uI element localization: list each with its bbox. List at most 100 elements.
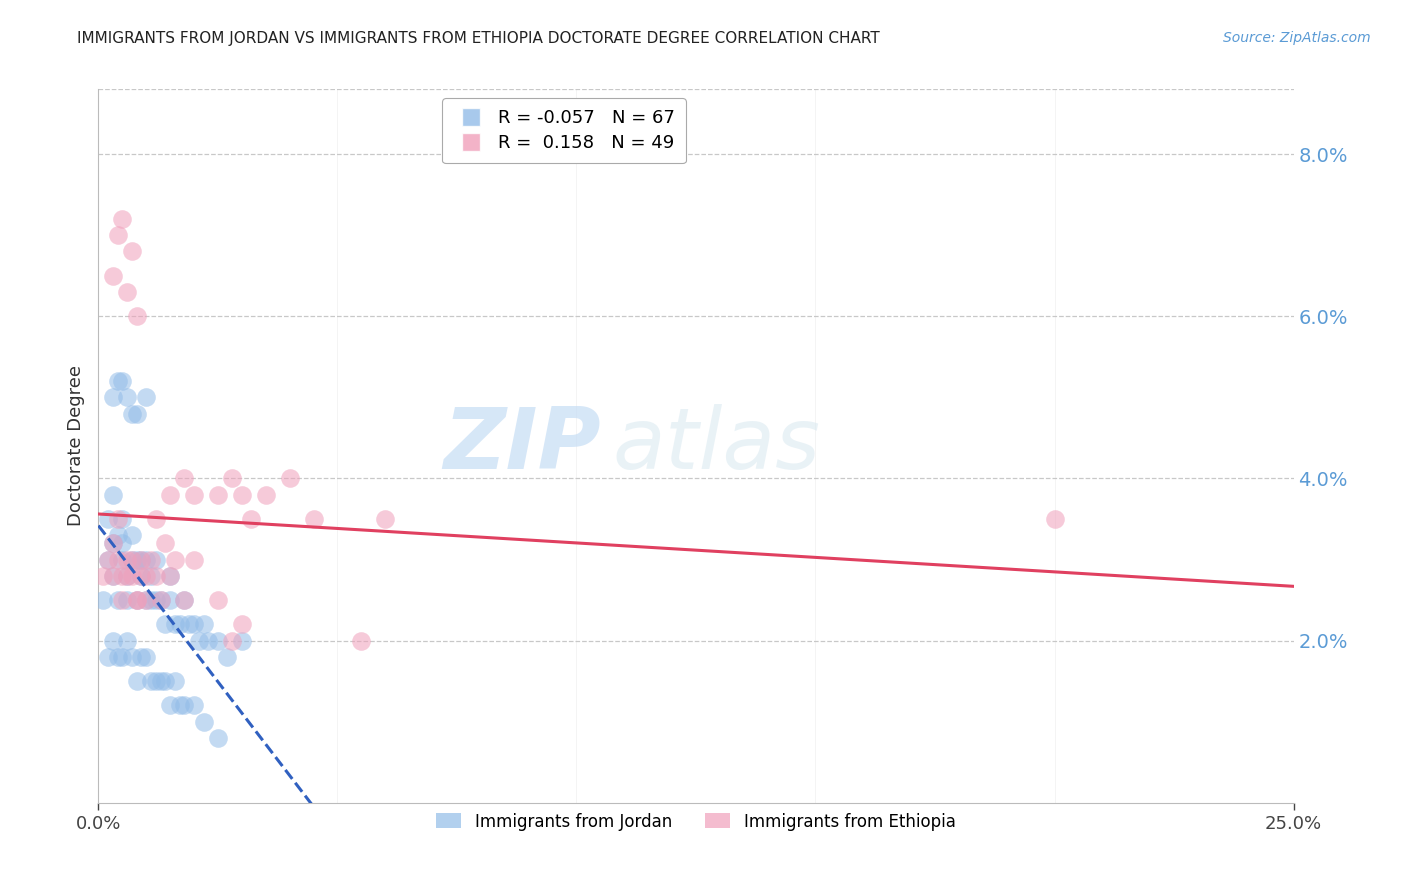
Point: [278, 471, 301, 485]
Point: [121, 552, 143, 566]
Point: [231, 617, 253, 632]
Point: [115, 568, 138, 582]
Point: [107, 512, 129, 526]
Point: [149, 593, 172, 607]
Text: atlas: atlas: [613, 404, 820, 488]
Point: [101, 568, 124, 582]
Point: [1043, 512, 1066, 526]
Point: [97, 552, 120, 566]
Point: [155, 617, 177, 632]
Point: [231, 633, 253, 648]
Point: [111, 512, 134, 526]
Point: [350, 633, 373, 648]
Point: [221, 471, 243, 485]
Point: [173, 471, 195, 485]
Point: [125, 593, 148, 607]
Point: [231, 488, 253, 502]
Point: [101, 268, 124, 283]
Point: [115, 568, 138, 582]
Y-axis label: Doctorate Degree: Doctorate Degree: [66, 366, 84, 526]
Point: [135, 390, 157, 404]
Point: [163, 552, 186, 566]
Point: [121, 407, 143, 421]
Point: [173, 698, 195, 713]
Point: [183, 552, 205, 566]
Point: [139, 568, 162, 582]
Point: [374, 512, 396, 526]
Point: [149, 593, 172, 607]
Point: [101, 488, 124, 502]
Point: [111, 211, 134, 226]
Point: [159, 698, 181, 713]
Legend: Immigrants from Jordan, Immigrants from Ethiopia: Immigrants from Jordan, Immigrants from …: [430, 806, 962, 838]
Point: [115, 593, 138, 607]
Point: [197, 633, 219, 648]
Point: [169, 617, 191, 632]
Point: [107, 374, 129, 388]
Point: [111, 649, 134, 664]
Point: [155, 674, 177, 689]
Point: [125, 407, 148, 421]
Point: [107, 528, 129, 542]
Point: [173, 593, 195, 607]
Point: [101, 568, 124, 582]
Point: [135, 649, 157, 664]
Point: [145, 512, 167, 526]
Point: [97, 512, 120, 526]
Point: [207, 593, 229, 607]
Point: [131, 552, 153, 566]
Point: [97, 552, 120, 566]
Point: [131, 568, 153, 582]
Point: [135, 568, 157, 582]
Point: [125, 593, 148, 607]
Point: [163, 674, 186, 689]
Point: [149, 674, 172, 689]
Point: [135, 593, 157, 607]
Point: [163, 617, 186, 632]
Point: [125, 310, 148, 324]
Point: [107, 228, 129, 243]
Point: [193, 617, 215, 632]
Point: [121, 649, 143, 664]
Point: [135, 552, 157, 566]
Point: [159, 488, 181, 502]
Text: IMMIGRANTS FROM JORDAN VS IMMIGRANTS FROM ETHIOPIA DOCTORATE DEGREE CORRELATION : IMMIGRANTS FROM JORDAN VS IMMIGRANTS FRO…: [77, 31, 880, 46]
Point: [131, 649, 153, 664]
Point: [101, 390, 124, 404]
Point: [159, 593, 181, 607]
Point: [125, 593, 148, 607]
Point: [131, 568, 153, 582]
Point: [121, 568, 143, 582]
Point: [179, 617, 201, 632]
Point: [101, 536, 124, 550]
Point: [125, 552, 148, 566]
Point: [155, 536, 177, 550]
Point: [183, 617, 205, 632]
Point: [254, 488, 277, 502]
Point: [101, 633, 124, 648]
Point: [107, 593, 129, 607]
Point: [101, 536, 124, 550]
Point: [131, 552, 153, 566]
Point: [115, 390, 138, 404]
Point: [111, 568, 134, 582]
Point: [115, 285, 138, 299]
Point: [207, 731, 229, 745]
Point: [111, 374, 134, 388]
Point: [193, 714, 215, 729]
Point: [221, 633, 243, 648]
Point: [135, 593, 157, 607]
Point: [145, 552, 167, 566]
Point: [111, 536, 134, 550]
Point: [91, 568, 114, 582]
Text: Source: ZipAtlas.com: Source: ZipAtlas.com: [1223, 31, 1371, 45]
Point: [302, 512, 325, 526]
Point: [145, 568, 167, 582]
Point: [240, 512, 263, 526]
Point: [115, 633, 138, 648]
Point: [125, 674, 148, 689]
Point: [111, 552, 134, 566]
Point: [159, 568, 181, 582]
Point: [169, 698, 191, 713]
Point: [207, 633, 229, 648]
